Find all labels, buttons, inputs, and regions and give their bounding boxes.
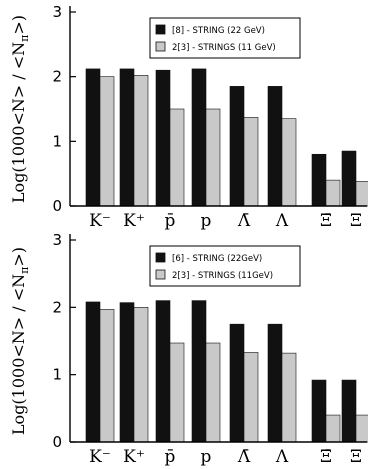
legend-box xyxy=(149,17,301,59)
bar-hatched-3 xyxy=(205,108,221,207)
legend-entry-label: [8] - STRING (22 GeV) xyxy=(172,26,265,36)
bar-dark-0 xyxy=(85,301,101,443)
x-tick-label: Ξ xyxy=(350,211,362,231)
y-tick-label: 2 xyxy=(52,68,62,86)
x-tick-label: Λ̄ xyxy=(237,211,251,231)
bar-dark-3 xyxy=(191,68,207,207)
bar-hatched-7 xyxy=(355,414,368,443)
legend-entry-label: 2[3] - STRINGS (11GeV) xyxy=(172,271,273,281)
x-tick-label: p̄ xyxy=(165,447,176,467)
legend-entry-label: 2[3] - STRINGS (11 GeV) xyxy=(172,43,276,53)
bar-hatched-4 xyxy=(243,117,259,207)
bar-hatched-5 xyxy=(281,352,297,443)
bar-dark-1 xyxy=(119,302,135,443)
y-tick-label: 3 xyxy=(52,3,62,21)
bar-hatched-1 xyxy=(133,75,149,207)
y-tick-label: 0 xyxy=(52,197,62,215)
bar-dark-5 xyxy=(267,323,283,443)
bar-dark-1 xyxy=(119,68,135,207)
y-tick-label: 1 xyxy=(52,366,62,384)
bar-hatched-2 xyxy=(169,108,185,207)
bar-hatched-3 xyxy=(205,342,221,443)
y-axis-title-subscript: π xyxy=(18,35,31,42)
y-tick-label: 1 xyxy=(52,132,62,150)
y-axis-title: Log(1000<N> / <Nπ>) xyxy=(9,247,31,435)
x-tick-label: p xyxy=(201,447,212,467)
y-tick-label: 3 xyxy=(52,231,62,249)
bar-dark-4 xyxy=(229,86,245,207)
y-axis-title-main: Log(1000<N> / <N xyxy=(9,42,28,203)
bar-dark-7 xyxy=(341,379,357,443)
x-tick-label: Ξ xyxy=(350,447,362,467)
x-tick-label: K⁺ xyxy=(123,211,145,231)
y-axis-title-subscript: π xyxy=(18,267,31,274)
x-tick-label: p xyxy=(201,211,212,231)
bar-dark-0 xyxy=(85,68,101,207)
chart-panel-2: 0 1 2 3 K⁻ K⁺ p̄ p Λ̄ Λ Ξ̄ Ξ Log(1000<N> / <Nπ>) [6] … xyxy=(9,231,368,467)
bar-dark-2 xyxy=(155,300,171,443)
bar-dark-3 xyxy=(191,300,207,443)
x-tick-label: Ξ̄ xyxy=(320,211,332,231)
bar-dark-6 xyxy=(311,379,327,443)
bar-dark-5 xyxy=(267,86,283,207)
legend-box xyxy=(149,245,301,287)
bar-dark-6 xyxy=(311,153,327,207)
legend-swatch-dark xyxy=(155,24,166,35)
y-tick-label: 0 xyxy=(52,433,62,451)
bar-hatched-5 xyxy=(281,118,297,207)
bar-hatched-6 xyxy=(325,414,341,443)
x-tick-label: p̄ xyxy=(165,211,176,231)
chart-panel-1: 0 1 2 3 K⁻ K⁺ p̄ p Λ̄ Λ Ξ̄ Ξ Log(1000<N> / <Nπ>) [8] … xyxy=(9,3,368,231)
bar-hatched-1 xyxy=(133,307,149,443)
x-tick-label: Ξ̄ xyxy=(320,447,332,467)
x-tick-label: K⁺ xyxy=(123,447,145,467)
bar-hatched-6 xyxy=(325,179,341,207)
x-tick-label: Λ xyxy=(275,447,289,467)
legend-swatch-dark xyxy=(155,252,166,263)
bar-hatched-7 xyxy=(355,181,368,207)
bar-dark-4 xyxy=(229,323,245,443)
x-tick-label: Λ xyxy=(275,211,289,231)
y-tick-label: 2 xyxy=(52,298,62,316)
bar-hatched-0 xyxy=(99,76,115,207)
bar-hatched-2 xyxy=(169,342,185,443)
legend-swatch-hatched xyxy=(155,269,166,280)
legend-swatch-hatched xyxy=(155,41,166,52)
legend-entry-label: [6] - STRING (22GeV) xyxy=(172,254,262,264)
bar-hatched-0 xyxy=(99,309,115,443)
bar-hatched-4 xyxy=(243,352,259,443)
y-axis-title-close: >) xyxy=(9,247,28,267)
y-axis-title: Log(1000<N> / <Nπ>) xyxy=(9,15,31,203)
y-axis-title-main: Log(1000<N> / <N xyxy=(9,274,28,435)
x-tick-label: K⁻ xyxy=(89,211,111,231)
bar-dark-7 xyxy=(341,150,357,207)
bar-dark-2 xyxy=(155,69,171,207)
x-tick-label: Λ̄ xyxy=(237,447,251,467)
y-axis-title-close: >) xyxy=(9,15,28,35)
x-tick-label: K⁻ xyxy=(89,447,111,467)
